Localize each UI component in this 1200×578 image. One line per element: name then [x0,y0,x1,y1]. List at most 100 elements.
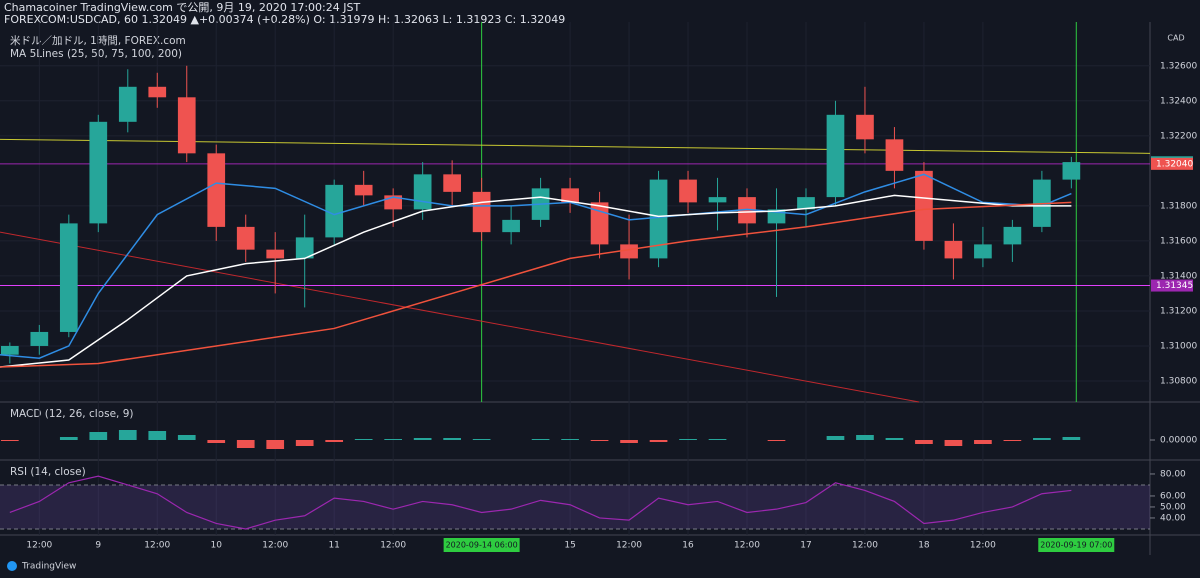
candle-body [649,179,668,259]
trendline [0,231,920,403]
x-tick-label: 12:00 [380,541,406,551]
rsi-tick-label: 40.00 [1160,513,1186,523]
macd-bar [708,439,727,440]
price-label: 1.31345 [1156,281,1193,291]
macd-bar [177,435,196,440]
candle-body [59,223,78,332]
x-tick-label: 11 [328,541,339,551]
macd-bar [118,430,137,440]
macd-bar [325,440,344,442]
x-tick-label: 15 [564,541,575,551]
candle-body [295,237,314,259]
rsi-tick-label: 50.00 [1160,502,1186,512]
logo [7,561,17,571]
macd-bar [295,440,314,446]
x-tick-label: 12:00 [26,541,52,551]
candle-body [207,153,226,227]
vline-label: 2020-09-14 06:00 [446,541,518,550]
moving-average [0,194,1072,368]
macd-bar [148,431,167,440]
x-tick-label: 10 [211,541,223,551]
macd-bar [885,438,904,440]
candle-body [0,345,19,355]
candle-body [236,226,255,250]
macd-bar [59,437,78,440]
candle-body [885,139,904,171]
candle-body [1003,226,1022,245]
brand: TradingView [21,562,76,572]
candle-body [502,219,520,233]
macd-bar [266,440,285,449]
rsi-line [9,475,1072,530]
macd-bar [590,440,609,441]
x-tick-label: 16 [682,541,694,551]
candle-body [561,188,579,203]
macd-bar [207,440,226,443]
macd-tick-label: 0.00000 [1160,436,1197,446]
macd-bar [679,439,697,440]
macd-bar [944,440,963,446]
y-tick-label: 1.30800 [1160,376,1197,386]
macd-bar [443,438,461,440]
x-tick-label: 12:00 [262,541,288,551]
y-tick-label: 1.31200 [1160,306,1197,316]
x-tick-label: 9 [95,541,101,551]
macd-bar [384,439,403,440]
vline-label-bg [443,538,520,552]
x-tick-label: 12:00 [852,541,878,551]
candle-body [797,197,815,210]
candle-body [708,197,727,203]
macd-bar [915,440,933,444]
macd-bar [767,440,786,441]
candle-body [177,97,196,154]
macd-bar [1033,438,1051,440]
currency: CAD [1167,34,1184,43]
moving-average [0,201,1072,368]
publisher: Chamacoiner TradingView.com で公開, 9月 19, … [4,1,360,14]
x-tick-label: 12:00 [970,541,996,551]
macd-title: MACD (12, 26, close, 9) [10,408,133,420]
candle-body [413,174,432,210]
macd-bar [354,439,373,440]
candle-body [944,240,963,259]
quote: FOREXCOM:USDCAD, 60 1.32049 ▲+0.00374 (+… [4,13,565,26]
rsi-title: RSI (14, close) [10,466,86,478]
price-label-bg [1151,157,1193,170]
x-tick-label: 12:00 [734,541,760,551]
candle-body [620,244,638,259]
macd-bar [826,436,845,440]
vline-label: 2020-09-19 07:00 [1040,541,1112,550]
y-tick-label: 1.32400 [1160,96,1197,106]
candle-body [443,174,461,192]
candle-body [738,197,756,224]
candle-body [148,86,167,98]
candle-body [856,114,874,140]
macd-bar [89,432,108,440]
macd-bar [531,439,550,440]
rsi-tick-label: 80.00 [1160,469,1186,479]
macd-bar [236,440,255,448]
candle-body [679,179,697,203]
macd-bar [856,435,874,440]
macd-bar [1003,440,1022,441]
candle-body [266,249,285,259]
y-tick-label: 1.32600 [1160,61,1197,71]
y-tick-label: 1.32200 [1160,131,1197,141]
candle-body [30,331,49,346]
rsi-tick-label: 60.00 [1160,491,1186,501]
macd-bar [0,440,19,441]
x-tick-label: 17 [800,541,811,551]
y-tick-label: 1.31800 [1160,201,1197,211]
macd-bar [620,440,638,443]
candle-body [1062,162,1081,180]
macd-bar [1062,437,1081,440]
candle-body [325,184,344,238]
price-label-bg [1151,279,1193,292]
y-tick-label: 1.31000 [1160,341,1197,351]
moving-average [0,173,1072,359]
candle-body [826,114,845,198]
indicator: MA 5Lines (25, 50, 75, 100, 200) [10,48,182,60]
